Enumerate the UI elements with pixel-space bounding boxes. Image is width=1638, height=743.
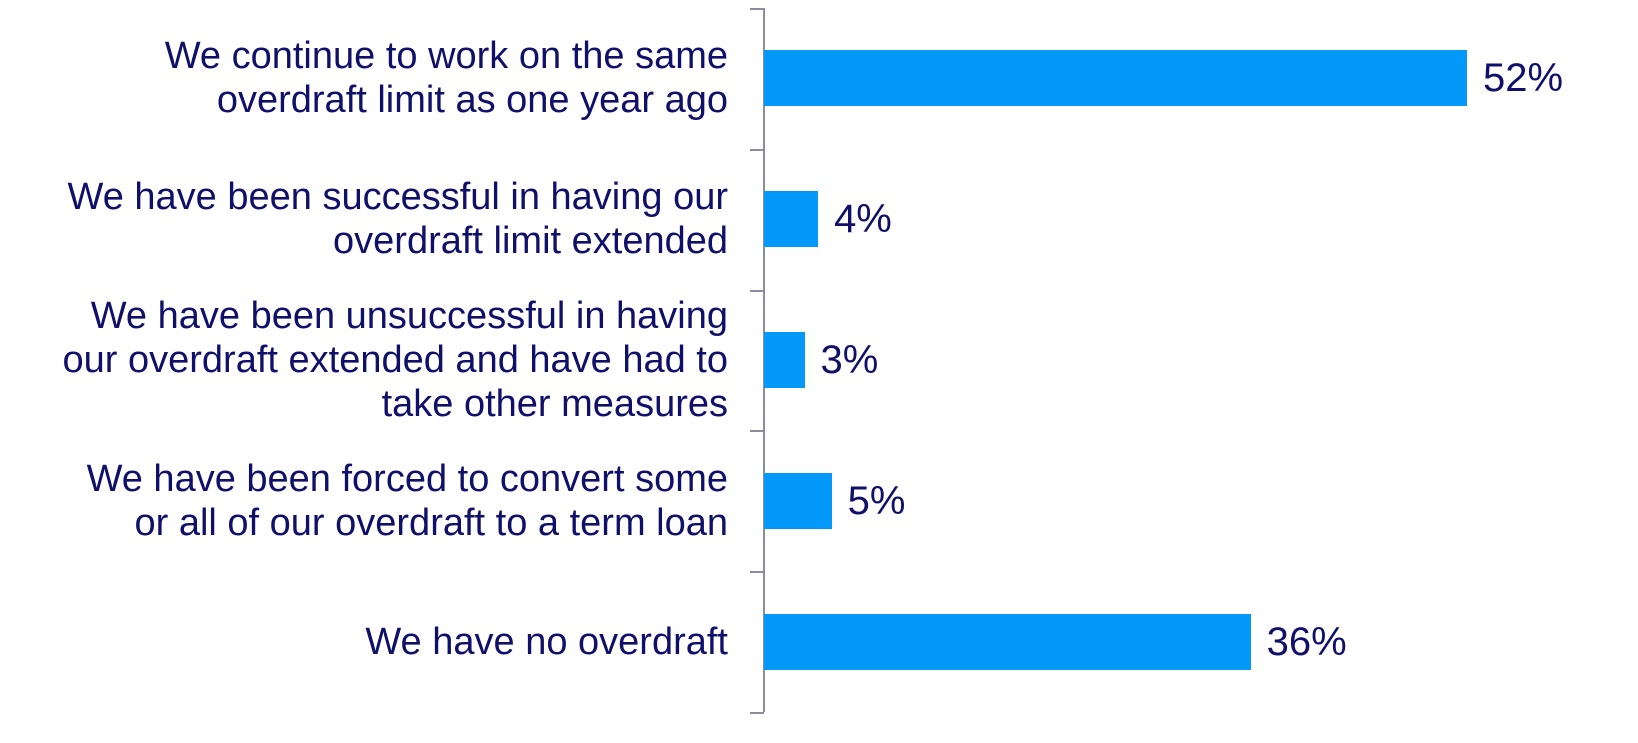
data-label: 5% xyxy=(847,478,906,523)
bar xyxy=(764,191,819,248)
bar xyxy=(764,50,1467,107)
bar xyxy=(764,472,832,529)
y-axis-tick xyxy=(750,712,764,714)
category-label-line: overdraft limit extended xyxy=(333,220,728,263)
y-axis-tick xyxy=(750,8,764,10)
category-label-line: We have been unsuccessful in having xyxy=(90,295,728,337)
bar xyxy=(764,332,805,388)
category-label-line: overdraft limit as one year ago xyxy=(216,79,728,122)
category-label: We have been unsuccessful in having our o… xyxy=(0,294,728,426)
data-label: 36% xyxy=(1266,619,1347,664)
data-label: 3% xyxy=(820,338,879,382)
data-label: 4% xyxy=(834,197,892,242)
category-label: We continue to work on the same overdraft… xyxy=(0,34,728,122)
category-label: We have been forced to convert some or al… xyxy=(0,457,728,545)
category-label-line: We have no overdraft xyxy=(365,620,728,663)
data-label: 52% xyxy=(1482,56,1564,101)
y-axis-tick xyxy=(750,290,764,292)
category-label-line: our overdraft extended and have had to xyxy=(62,339,728,381)
category-label-line: We continue to work on the same xyxy=(164,35,728,78)
category-label: We have been successful in having our ove… xyxy=(0,175,728,263)
category-label: We have no overdraft xyxy=(0,620,728,664)
bar xyxy=(764,613,1251,670)
category-label-line: or all of our overdraft to a term loan xyxy=(134,501,728,544)
category-label-line: take other measures xyxy=(381,383,728,425)
category-label-line: We have been forced to convert some xyxy=(86,457,728,500)
y-axis-tick xyxy=(750,149,764,151)
y-axis-tick xyxy=(750,430,764,432)
category-label-line: We have been successful in having our xyxy=(67,176,728,219)
y-axis-tick xyxy=(750,571,764,573)
